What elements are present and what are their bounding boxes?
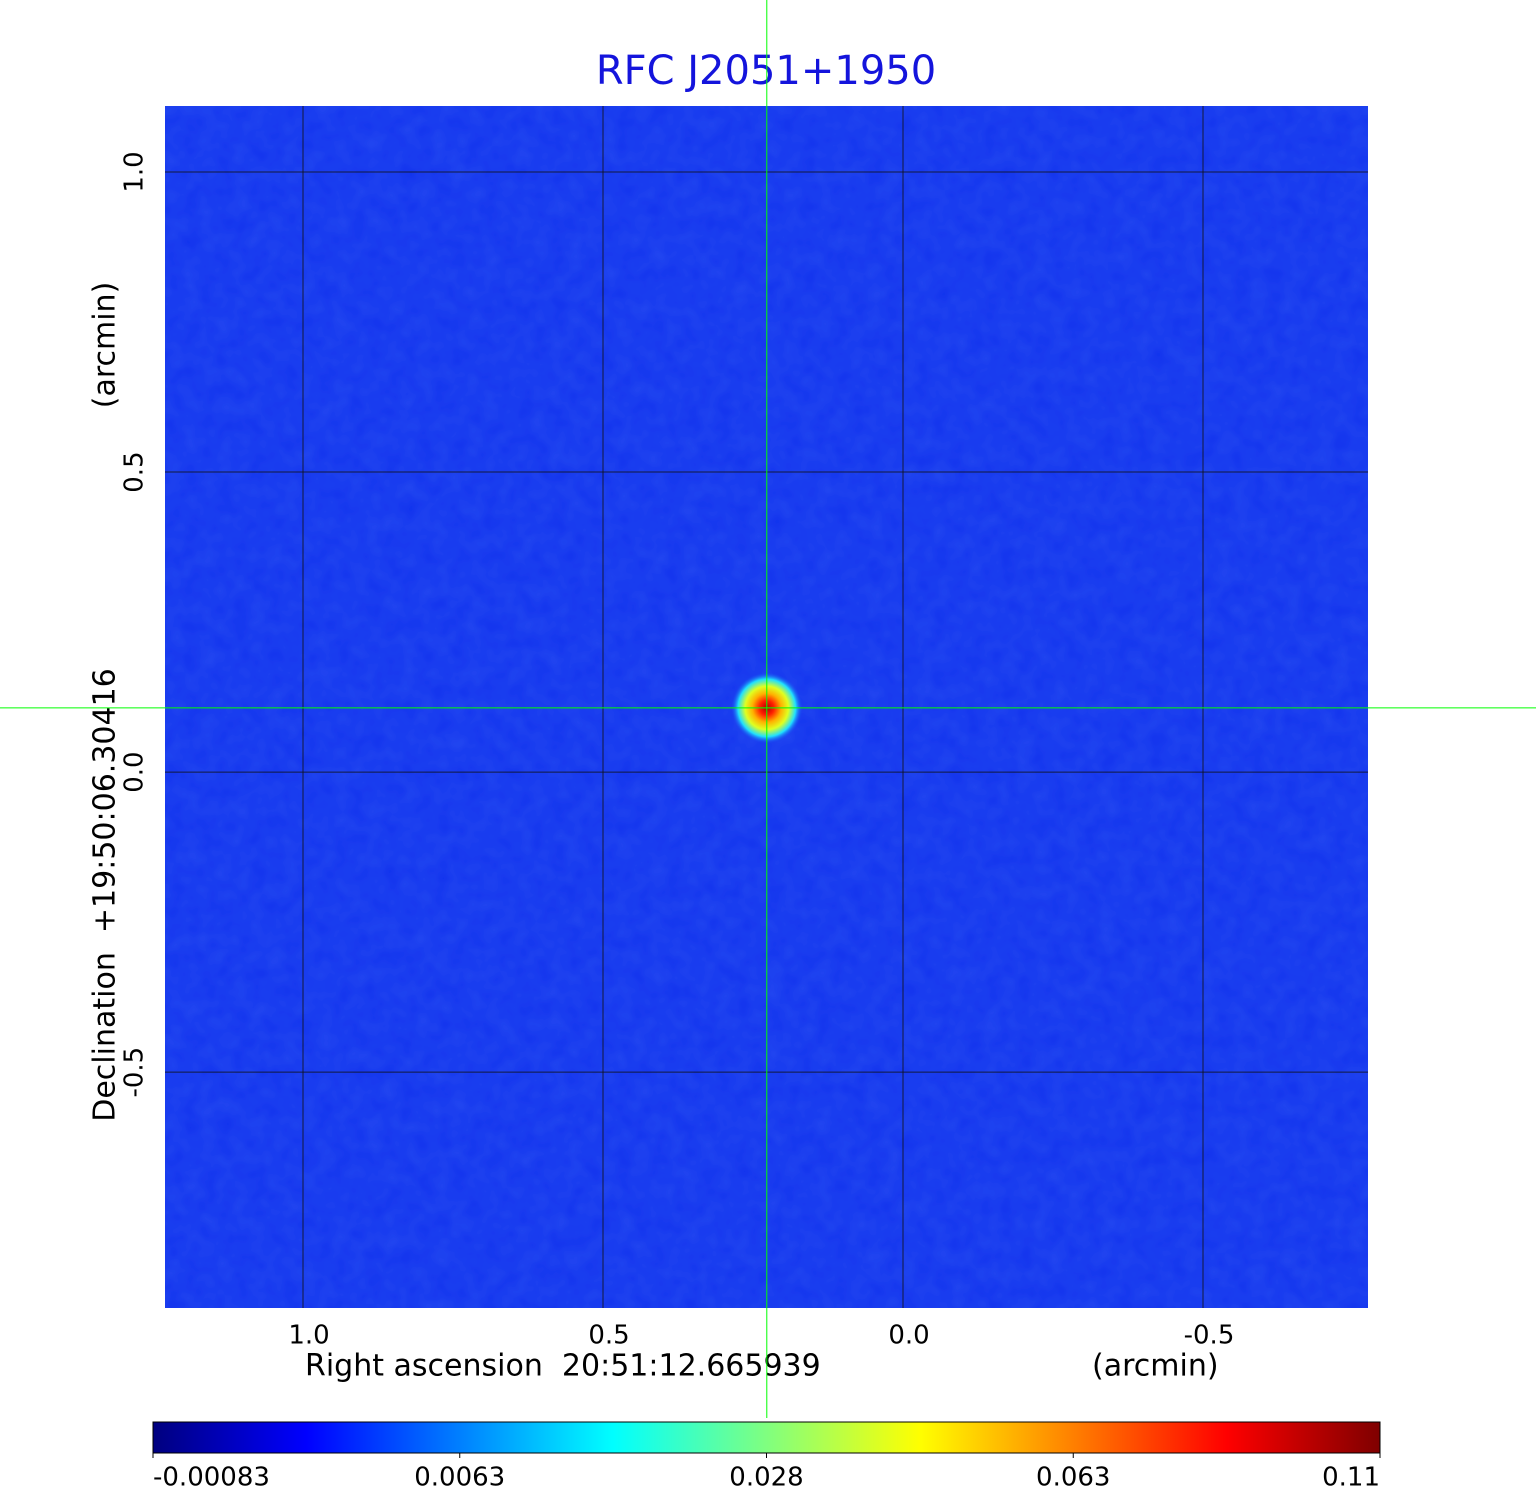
x-tick-label: 0.5 [588,1321,629,1351]
x-axis-label: Right ascension 20:51:12.665939 [305,1349,821,1384]
x-tick-label: 0.0 [888,1321,929,1351]
y-axis-unit: (arcmin) [88,282,123,409]
x-axis-unit: (arcmin) [1092,1349,1219,1384]
y-tick-label: 0.5 [120,451,150,492]
colorbar-tick-label: 0.11 [1322,1463,1380,1493]
chart-title: RFC J2051+1950 [596,48,936,94]
y-tick-label: 1.0 [120,151,150,192]
y-tick-label: -0.5 [120,1047,150,1098]
colorbar-tick-label: -0.00083 [153,1463,270,1493]
colorbar-tick-label: 0.028 [729,1463,803,1493]
x-tick-label: 1.0 [288,1321,329,1351]
y-axis-label: Declination +19:50:06.30416 [88,668,123,1122]
colorbar [152,1421,1381,1454]
y-tick-label: 0.0 [120,751,150,792]
colorbar-tick-label: 0.063 [1036,1463,1110,1493]
x-tick-label: -0.5 [1184,1321,1235,1351]
colorbar-tick-label: 0.0063 [414,1463,505,1493]
